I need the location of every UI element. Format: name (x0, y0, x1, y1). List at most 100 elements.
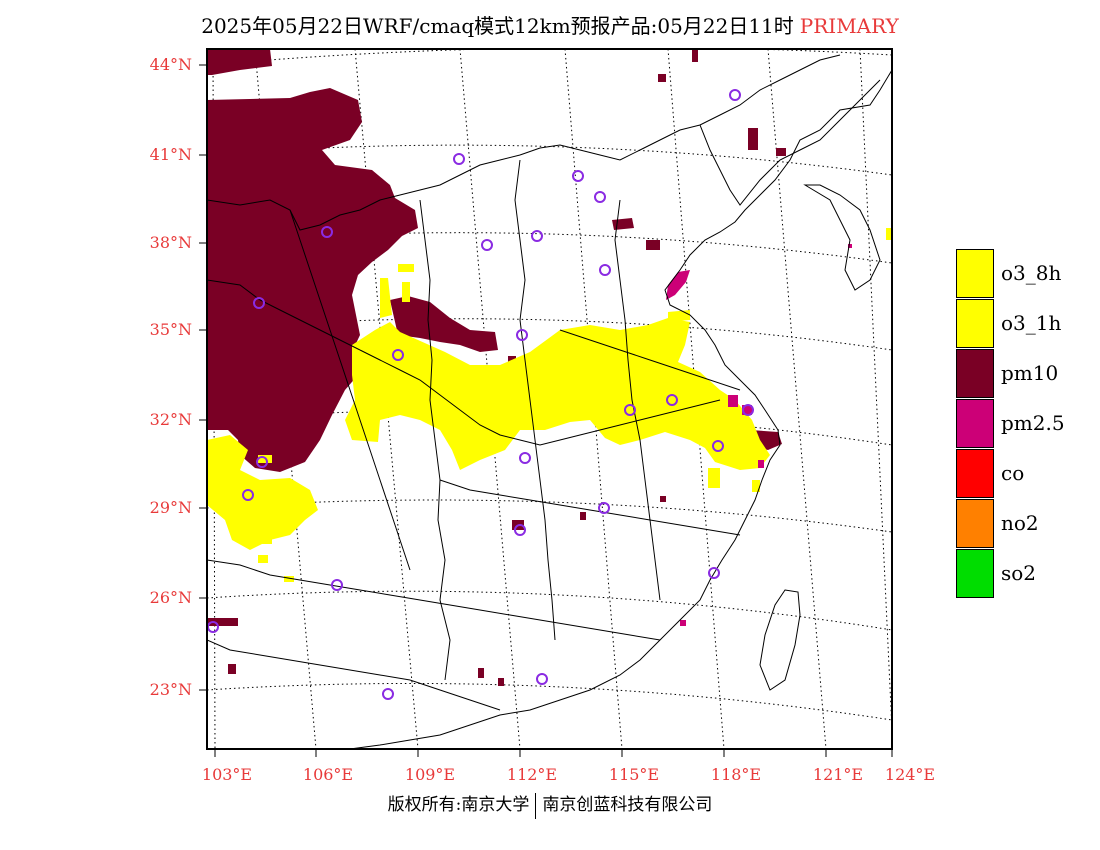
station-marker (242, 489, 254, 501)
station-marker (331, 579, 343, 591)
legend-label: o3_1h (1001, 311, 1062, 335)
boundaries (207, 54, 892, 749)
taiwan-island (759, 589, 801, 691)
border-north-2 (519, 54, 841, 161)
lat-label-38n: 38°N (149, 233, 192, 252)
station-marker (594, 191, 606, 203)
legend-item-so2: so2 (956, 549, 1076, 599)
parallel-29n (207, 499, 892, 533)
border-south-1 (207, 559, 661, 641)
legend-item-no2: no2 (956, 499, 1076, 549)
pm10-patch-4 (646, 240, 660, 250)
legend-item-co: co (956, 449, 1076, 499)
ozone-region-west (207, 435, 318, 550)
border-vertical-2 (514, 159, 556, 641)
station-marker (516, 329, 528, 341)
copyright-left: 版权所有:南京大学 (387, 795, 530, 815)
legend-swatch (956, 499, 994, 548)
legend-item-pm25: pm2.5 (956, 399, 1076, 449)
lon-label-118e: 118°E (710, 765, 762, 784)
station-marker (253, 297, 265, 309)
ozone-layer (207, 228, 892, 582)
station-marker (256, 456, 268, 468)
legend-swatch (956, 249, 994, 298)
station-marker (742, 404, 754, 416)
legend-swatch (956, 449, 994, 498)
copyright-footer: 版权所有:南京大学 南京创蓝科技有限公司 (0, 790, 1100, 819)
legend-item-pm10: pm10 (956, 349, 1076, 399)
legend-swatch (956, 399, 994, 448)
station-marker (453, 153, 465, 165)
border-central-2 (359, 349, 721, 446)
lon-label-115e: 115°E (608, 765, 660, 784)
lon-label-112e: 112°E (506, 765, 558, 784)
border-northeast (699, 79, 881, 206)
border-central-1 (207, 279, 361, 351)
pm10-patch-6 (207, 618, 238, 626)
station-marker (708, 567, 720, 579)
station-marker (321, 226, 333, 238)
pm25-patch-coast (666, 270, 690, 300)
coastline (349, 69, 892, 749)
title-tag: PRIMARY (799, 14, 899, 38)
map-content (207, 49, 892, 749)
legend-swatch (956, 349, 994, 398)
legend-swatch (956, 549, 994, 598)
parallel-23n (207, 682, 892, 721)
korea-peninsula (803, 184, 881, 291)
meridian-121e (767, 49, 827, 749)
legend-swatch (956, 299, 994, 348)
station-marker (519, 452, 531, 464)
ozone-patch-2 (668, 310, 690, 322)
ozone-band-central (345, 318, 770, 470)
lat-label-41n: 41°N (149, 145, 192, 164)
tick-marks (199, 64, 893, 757)
station-marker (536, 673, 548, 685)
station-marker (666, 394, 678, 406)
legend-label: no2 (1001, 511, 1039, 535)
station-marker (712, 440, 724, 452)
station-marker (729, 89, 741, 101)
map-frame (206, 48, 893, 750)
legend: o3_8h o3_1h pm10 pm2.5 co no2 so2 (956, 249, 1076, 599)
station-marker (598, 502, 610, 514)
parallel-35n (207, 318, 892, 351)
lon-label-103e: 103°E (201, 765, 253, 784)
station-marker (382, 688, 394, 700)
legend-item-o3-8h: o3_8h (956, 249, 1076, 299)
lon-label-109e: 109°E (404, 765, 456, 784)
station-marker (624, 404, 636, 416)
legend-label: o3_8h (1001, 261, 1062, 285)
station-marker (481, 239, 493, 251)
copyright-separator (535, 792, 537, 819)
station-markers (207, 89, 754, 700)
station-marker (392, 349, 404, 361)
legend-label: so2 (1001, 561, 1037, 585)
legend-label: pm10 (1001, 361, 1059, 385)
station-marker (572, 170, 584, 182)
ozone-patch-north (380, 278, 392, 318)
parallel-38n (207, 232, 892, 264)
lat-label-29n: 29°N (149, 498, 192, 517)
title-main: 2025年05月22日WRF/cmaq模式12km预报产品:05月22日11时 (201, 14, 794, 38)
border-east-river (559, 329, 741, 391)
pm10-band-central (390, 296, 498, 352)
border-vertical-3 (614, 199, 661, 601)
parallel-26n (207, 590, 892, 631)
lon-label-106e: 106°E (302, 765, 354, 784)
station-marker (599, 264, 611, 276)
border-south-2 (207, 639, 501, 711)
legend-label: pm2.5 (1001, 411, 1065, 435)
lat-label-44n: 44°N (149, 55, 192, 74)
border-south-3 (439, 479, 741, 536)
lon-label-124e: 124°E (884, 765, 936, 784)
station-marker (514, 524, 526, 536)
border-west (289, 209, 411, 571)
map-title: 2025年05月22日WRF/cmaq模式12km预报产品:05月22日11时 P… (0, 10, 1100, 39)
border-vertical-1 (419, 199, 451, 681)
border-north-1 (207, 154, 521, 231)
lat-label-32n: 32°N (149, 410, 192, 429)
pm10-region-northwest (207, 88, 418, 472)
pm10-region-top-left (207, 49, 272, 75)
